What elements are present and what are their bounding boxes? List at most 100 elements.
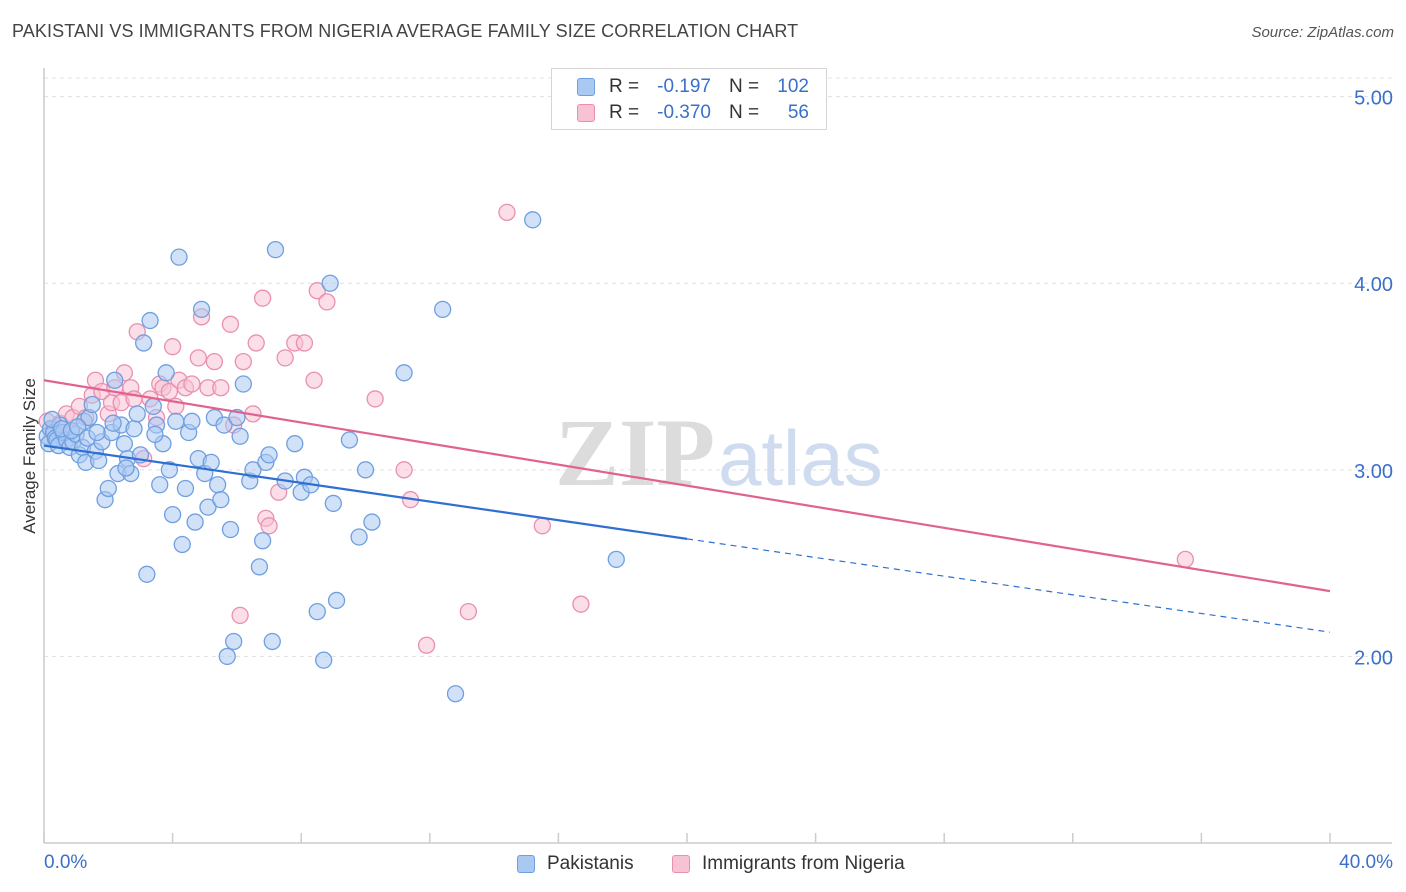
pakistani-point: [231, 427, 249, 445]
pakistani-point: [266, 241, 285, 259]
nigeria-point: [234, 352, 252, 371]
legend-label: Immigrants from Nigeria: [702, 853, 905, 874]
n-value: 56: [787, 102, 809, 123]
pakistani-trend-extension: [686, 538, 1331, 633]
nigeria-point: [163, 338, 182, 356]
nigeria-point: [183, 375, 201, 393]
nigeria-point: [417, 636, 436, 654]
legend-swatch-pink: [672, 855, 690, 873]
pakistani-point: [115, 435, 134, 453]
pakistani-point: [260, 446, 278, 464]
nigeria-point: [1176, 550, 1194, 569]
legend-row-pakistanis: R = -0.197 N = 102: [577, 75, 809, 99]
r-value: -0.370: [657, 102, 711, 123]
pakistani-point: [69, 418, 87, 436]
pakistani-point: [99, 479, 117, 498]
chart-title: PAKISTANI VS IMMIGRANTS FROM NIGERIA AVE…: [12, 21, 799, 41]
pakistani-point: [192, 300, 211, 319]
pakistani-point: [138, 565, 156, 583]
pakistani-point: [183, 412, 201, 430]
pakistani-point: [340, 431, 359, 449]
nigeria-point: [189, 349, 207, 367]
pakistani-point: [144, 397, 162, 416]
nigeria-point: [247, 334, 265, 352]
nigeria-point: [160, 382, 179, 401]
pakistani-point: [607, 550, 625, 569]
watermark-atlas: atlas: [718, 414, 883, 502]
nigeria-point: [305, 371, 323, 389]
pakistani-point: [160, 461, 179, 479]
legend-item-pakistanis[interactable]: Pakistanis: [517, 852, 634, 876]
n-label: N =: [729, 102, 760, 123]
pakistani-point: [88, 423, 106, 442]
nigeria-point: [205, 352, 224, 371]
pakistani-point: [395, 364, 413, 382]
r-value: -0.197: [657, 76, 711, 97]
pakistani-point: [83, 395, 101, 414]
pakistani-point: [106, 371, 124, 389]
pakistani-point: [215, 416, 233, 434]
nigeria-point: [276, 349, 294, 367]
legend-swatch-pink: [577, 104, 595, 122]
legend-swatch-blue: [517, 855, 535, 873]
nigeria-point: [395, 461, 413, 479]
nigeria-point: [533, 517, 551, 535]
pakistani-point: [117, 459, 135, 477]
pakistani-point: [104, 414, 122, 432]
nigeria-point: [212, 379, 230, 397]
nigeria-point: [221, 315, 240, 333]
watermark-zip: ZIP: [555, 399, 715, 506]
pakistani-point: [225, 632, 243, 651]
pakistani-point: [350, 528, 368, 546]
legend-row-nigeria: R = -0.370 N = 56: [577, 101, 809, 125]
pakistani-point: [135, 334, 153, 352]
r-label: R =: [609, 102, 640, 123]
r-label: R =: [609, 76, 640, 97]
pakistani-point: [308, 602, 326, 621]
n-label: N =: [729, 76, 760, 97]
nigeria-point: [318, 293, 336, 311]
pakistani-point: [434, 300, 452, 319]
pakistani-point: [218, 647, 236, 666]
pakistani-point: [208, 476, 227, 494]
pakistani-point: [141, 311, 159, 330]
nigeria-point: [295, 334, 314, 352]
pakistani-point: [157, 364, 175, 382]
pakistani-point: [170, 248, 188, 266]
nigeria-point: [253, 289, 272, 307]
source-label: Source: ZipAtlas.com: [1251, 24, 1394, 41]
pakistani-point: [263, 632, 281, 651]
pakistani-point: [315, 651, 333, 669]
y-tick-label: 2.00: [1354, 647, 1393, 669]
pakistani-point: [163, 505, 182, 524]
pakistani-point: [286, 435, 304, 453]
pakistani-point: [234, 375, 252, 393]
pakistani-point: [363, 513, 381, 531]
n-value: 102: [777, 76, 809, 97]
pakistani-point: [128, 405, 146, 423]
nigeria-point: [308, 282, 326, 300]
legend-swatch-blue: [577, 78, 595, 96]
y-tick-label: 3.00: [1354, 461, 1393, 483]
legend-item-nigeria[interactable]: Immigrants from Nigeria: [672, 852, 905, 876]
y-tick-label: 4.00: [1354, 274, 1393, 296]
pakistani-point: [446, 685, 465, 703]
nigeria-point: [572, 595, 590, 613]
nigeria-point: [231, 606, 249, 625]
nigeria-trend-line: [43, 379, 1331, 593]
y-tick-label: 5.00: [1354, 88, 1393, 110]
nigeria-point: [366, 390, 384, 408]
x-tick-label-max: 40.0%: [1339, 852, 1393, 873]
pakistani-point: [212, 491, 230, 509]
pakistani-point: [356, 461, 375, 479]
pakistani-point: [125, 420, 143, 438]
pakistani-point: [250, 558, 269, 576]
pakistani-point: [324, 494, 343, 513]
legend-label: Pakistanis: [547, 853, 634, 874]
pakistani-point: [253, 532, 272, 550]
pakistani-point: [176, 479, 195, 498]
pakistani-point: [151, 476, 169, 494]
pakistani-point: [524, 211, 542, 229]
pakistani-point: [167, 412, 185, 430]
